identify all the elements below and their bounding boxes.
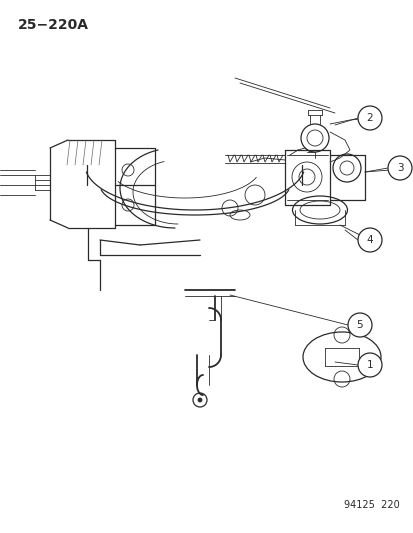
Text: 4: 4 (366, 235, 373, 245)
Circle shape (357, 228, 381, 252)
Text: 94125  220: 94125 220 (344, 500, 399, 510)
Circle shape (197, 398, 202, 402)
Circle shape (357, 353, 381, 377)
Circle shape (347, 313, 371, 337)
Circle shape (387, 156, 411, 180)
Text: 2: 2 (366, 113, 373, 123)
Text: 5: 5 (356, 320, 363, 330)
Text: 3: 3 (396, 163, 402, 173)
Text: 25−220A: 25−220A (18, 18, 89, 32)
Text: 1: 1 (366, 360, 373, 370)
Circle shape (357, 106, 381, 130)
